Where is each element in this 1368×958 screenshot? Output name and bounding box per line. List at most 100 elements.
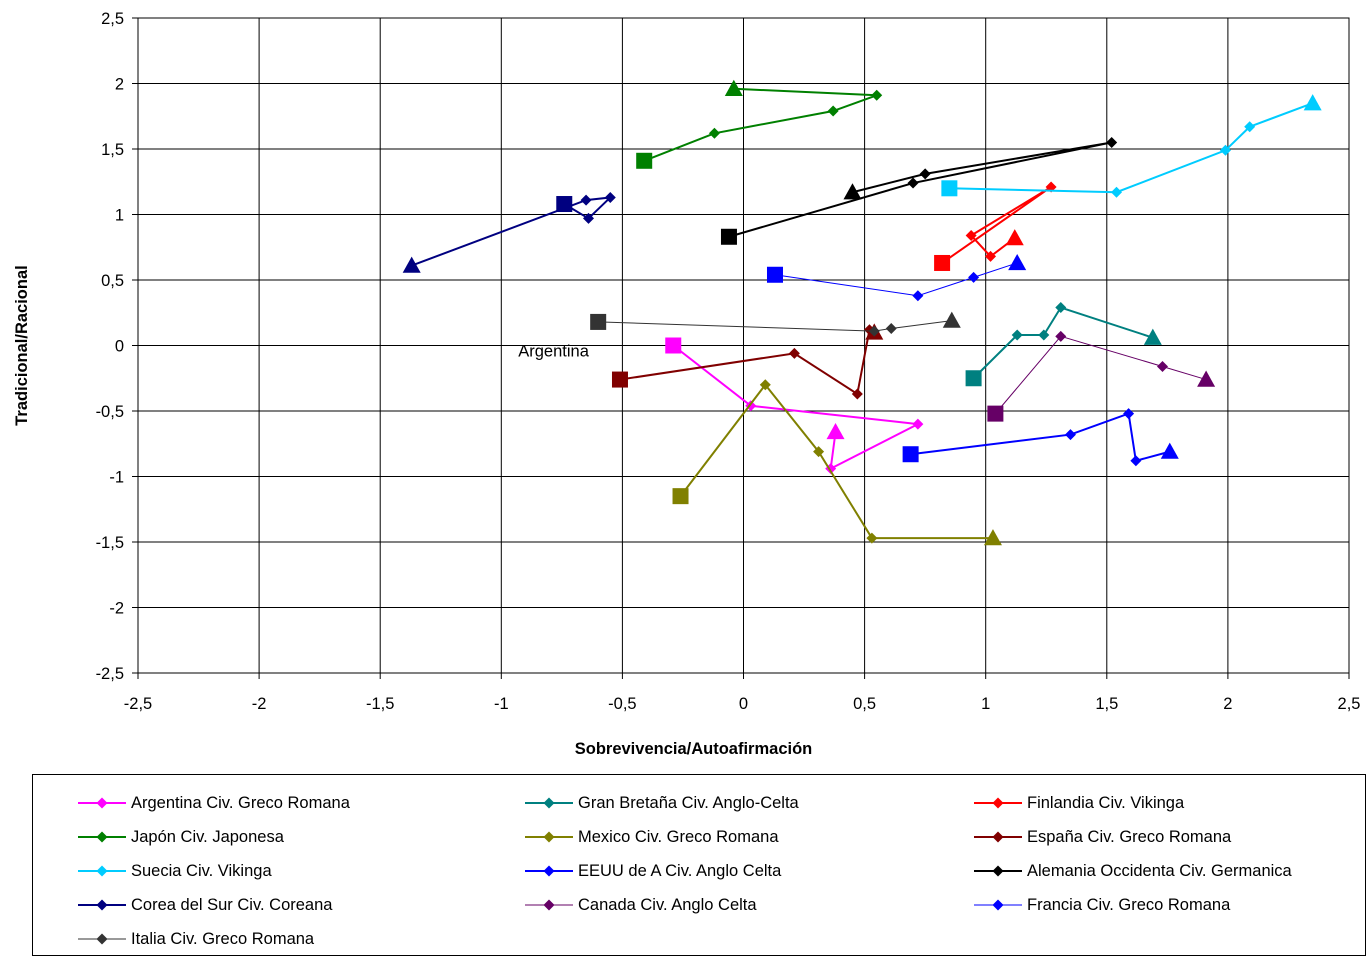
legend-swatch — [974, 899, 1022, 911]
data-point — [871, 89, 883, 101]
data-point — [851, 388, 863, 400]
data-point — [968, 271, 980, 283]
legend-swatch-marker — [543, 865, 555, 877]
data-point — [826, 422, 845, 440]
data-point — [868, 325, 880, 337]
data-point — [720, 228, 737, 245]
data-point — [1130, 455, 1142, 467]
legend-item-eeuu-de-a-civ-anglo-celta: EEUU de A Civ. Anglo Celta — [524, 859, 781, 883]
legend-swatch — [78, 865, 126, 877]
legend-swatch — [78, 831, 126, 843]
legend-item-francia-civ-greco-romana: Francia Civ. Greco Romana — [973, 893, 1230, 917]
data-point — [827, 105, 839, 117]
legend-item-canada-civ-anglo-celta: Canada Civ. Anglo Celta — [524, 893, 757, 917]
series-japon-civ-japonesa — [636, 79, 883, 169]
series-line — [774, 262, 1018, 297]
data-point — [580, 194, 592, 206]
y-tick-label: 0,5 — [101, 272, 124, 290]
data-point — [556, 196, 573, 213]
data-point — [665, 337, 682, 354]
legend-swatch-marker — [992, 865, 1004, 877]
x-tick-label: 1 — [981, 695, 990, 713]
y-tick-label: -2,5 — [96, 665, 124, 683]
x-tick-label: 2 — [1223, 695, 1232, 713]
legend-label: España Civ. Greco Romana — [1027, 827, 1232, 846]
data-point — [724, 79, 743, 96]
legend-label: Japón Civ. Japonesa — [131, 827, 284, 846]
legend-swatch-marker — [96, 933, 108, 945]
legend-swatch-marker — [543, 797, 555, 809]
legend-swatch-marker — [992, 899, 1004, 911]
x-tick-label: 2,5 — [1338, 695, 1361, 713]
data-point — [965, 229, 977, 241]
data-point — [636, 152, 653, 169]
data-point — [611, 371, 628, 388]
annotation-label: Argentina — [518, 343, 589, 361]
legend-swatch — [525, 831, 573, 843]
series-gran-bretana-civ-anglo-celta — [965, 302, 1162, 387]
legend-label: Gran Bretaña Civ. Anglo-Celta — [578, 793, 799, 812]
legend-swatch — [525, 899, 573, 911]
data-point — [907, 177, 919, 189]
legend-swatch-marker — [992, 831, 1004, 843]
x-axis-title: Sobrevivencia/Autoafirmación — [575, 740, 813, 758]
legend-item-corea-del-sur-civ-coreana: Corea del Sur Civ. Coreana — [77, 893, 332, 917]
x-tick-label: -0,5 — [608, 695, 636, 713]
legend-label: Canada Civ. Anglo Celta — [578, 895, 757, 914]
series-line — [598, 320, 952, 332]
legend-swatch-marker — [543, 899, 555, 911]
x-tick-label: 0 — [739, 695, 748, 713]
scatter-line-chart: -2,5 -2 -1,5 -1 -0,5 0 0,5 1 1,5 2 2,5 2,5 2 1,5 1 0,5 0… — [13, 10, 1361, 758]
y-axis-title: Tradicional/Racional — [13, 265, 31, 425]
series-finlandia-civ-vikinga — [934, 181, 1057, 271]
legend-label: Corea del Sur Civ. Coreana — [131, 895, 333, 914]
data-point — [766, 266, 783, 283]
series-canada-civ-anglo-celta — [987, 330, 1216, 422]
data-point — [1005, 229, 1024, 246]
legend: Argentina Civ. Greco Romana Gran Bretaña … — [32, 774, 1366, 956]
data-point — [1244, 121, 1256, 133]
y-tick-label: 1 — [115, 207, 124, 225]
data-point — [902, 446, 919, 463]
legend-item-espana-civ-greco-romana: España Civ. Greco Romana — [973, 825, 1231, 849]
y-tick-label: -0,5 — [96, 403, 124, 421]
data-point — [813, 446, 825, 458]
data-point — [1219, 144, 1231, 156]
data-point — [941, 180, 958, 197]
data-point — [1303, 94, 1322, 111]
y-tick-label: 0 — [115, 338, 124, 356]
legend-swatch-marker — [992, 797, 1004, 809]
legend-swatch — [974, 865, 1022, 877]
data-point — [1143, 328, 1162, 345]
y-tick-label: 1,5 — [101, 141, 124, 159]
legend-swatch — [525, 797, 573, 809]
legend-swatch-marker — [543, 831, 555, 843]
y-tick-label: 2 — [115, 76, 124, 94]
data-point — [866, 532, 878, 544]
data-point — [402, 256, 421, 273]
series-francia-civ-greco-romana — [766, 253, 1027, 302]
data-point — [1038, 329, 1050, 341]
data-point — [985, 250, 997, 262]
data-point — [582, 212, 594, 224]
data-point — [1055, 330, 1067, 342]
x-tick-label: -1,5 — [366, 695, 394, 713]
data-point — [843, 183, 862, 200]
legend-swatch — [78, 899, 126, 911]
y-tick-label: 2,5 — [101, 10, 124, 28]
data-point — [672, 488, 689, 505]
legend-swatch-marker — [96, 831, 108, 843]
legend-swatch — [974, 831, 1022, 843]
data-point — [912, 290, 924, 302]
series-eeuu-de-a-civ-anglo-celta — [902, 408, 1179, 467]
data-point — [1110, 186, 1122, 198]
legend-item-suecia-civ-vikinga: Suecia Civ. Vikinga — [77, 859, 272, 883]
legend-label: Italia Civ. Greco Romana — [131, 929, 315, 948]
data-point — [942, 311, 961, 328]
data-point — [759, 379, 771, 391]
x-tick-label: 1,5 — [1095, 695, 1118, 713]
legend-label: Alemania Occidenta Civ. Germanica — [1027, 861, 1292, 880]
legend-label: Suecia Civ. Vikinga — [131, 861, 272, 880]
data-point — [1064, 429, 1076, 441]
legend-swatch-marker — [96, 899, 108, 911]
